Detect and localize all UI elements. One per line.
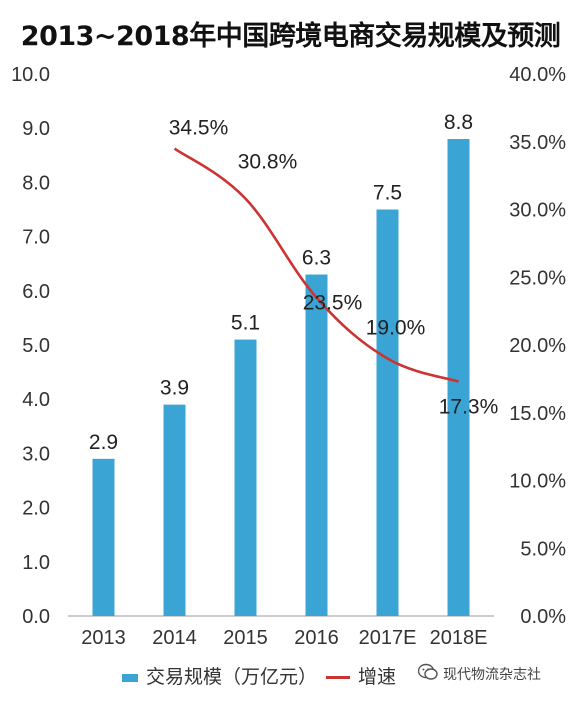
y-right-tick-label: 35.0%	[509, 132, 566, 154]
y-left-tick-label: 9.0	[22, 118, 50, 140]
x-tick-label: 2018E	[430, 627, 488, 649]
y-left-tick-label: 3.0	[22, 443, 50, 465]
line-data-label: 30.8%	[238, 151, 298, 174]
legend-swatch-bar	[122, 673, 138, 682]
y-left-tick-label: 6.0	[22, 281, 50, 303]
y-left-tick-label: 7.0	[22, 227, 50, 249]
line-data-label: 23.5%	[303, 292, 363, 315]
y-right-tick-label: 40.0%	[509, 64, 566, 86]
bar-data-label: 7.5	[373, 182, 402, 205]
growth-line	[173, 147, 459, 383]
bar-data-label: 6.3	[302, 247, 331, 270]
y-left-tick-label: 4.0	[22, 389, 50, 411]
bar	[234, 339, 257, 616]
y-left-tick-label: 8.0	[22, 172, 50, 194]
y-left-tick-label: 0.0	[22, 606, 50, 628]
y-right-tick-label: 20.0%	[509, 335, 566, 357]
legend-item-bar: 交易规模（万亿元）	[122, 662, 317, 689]
y-left-tick-label: 10.0	[11, 64, 50, 86]
y-right-tick-label: 0.0%	[520, 606, 566, 628]
y-left-tick-label: 5.0	[22, 335, 50, 357]
x-tick-label: 2017E	[359, 627, 417, 649]
legend-label-line: 增速	[358, 666, 397, 688]
bar-data-label: 5.1	[231, 312, 260, 335]
x-tick-label: 2013	[81, 627, 126, 649]
bar-data-label: 3.9	[160, 377, 189, 400]
legend-swatch-line	[326, 676, 350, 679]
bar	[92, 458, 115, 616]
x-tick-label: 2016	[294, 627, 339, 649]
line-data-label: 17.3%	[439, 396, 499, 419]
y-right-tick-label: 30.0%	[509, 200, 566, 222]
line-data-label: 19.0%	[366, 317, 426, 340]
legend-label-bar: 交易规模（万亿元）	[146, 666, 318, 688]
bar	[163, 404, 186, 616]
bar-data-label: 8.8	[444, 111, 473, 134]
y-right-tick-label: 25.0%	[509, 267, 566, 289]
chart-title: 2013~2018年中国跨境电商交易规模及预测	[20, 21, 561, 52]
bar	[447, 139, 470, 617]
line-data-label: 34.5%	[169, 117, 229, 140]
watermark-text: 现代物流杂志社	[443, 667, 541, 683]
y-right-tick-label: 10.0%	[509, 471, 566, 493]
bar-data-label: 2.9	[89, 431, 118, 454]
x-tick-label: 2014	[152, 627, 197, 649]
y-right-tick-label: 5.0%	[520, 538, 566, 560]
wechat-icon	[418, 663, 438, 680]
y-right-tick-label: 15.0%	[509, 403, 566, 425]
bar	[376, 209, 399, 616]
y-left-tick-label: 2.0	[22, 498, 50, 520]
bar	[305, 274, 328, 616]
y-left-tick-label: 1.0	[22, 552, 50, 574]
legend-item-line: 增速	[326, 662, 396, 689]
x-tick-label: 2015	[223, 627, 268, 649]
